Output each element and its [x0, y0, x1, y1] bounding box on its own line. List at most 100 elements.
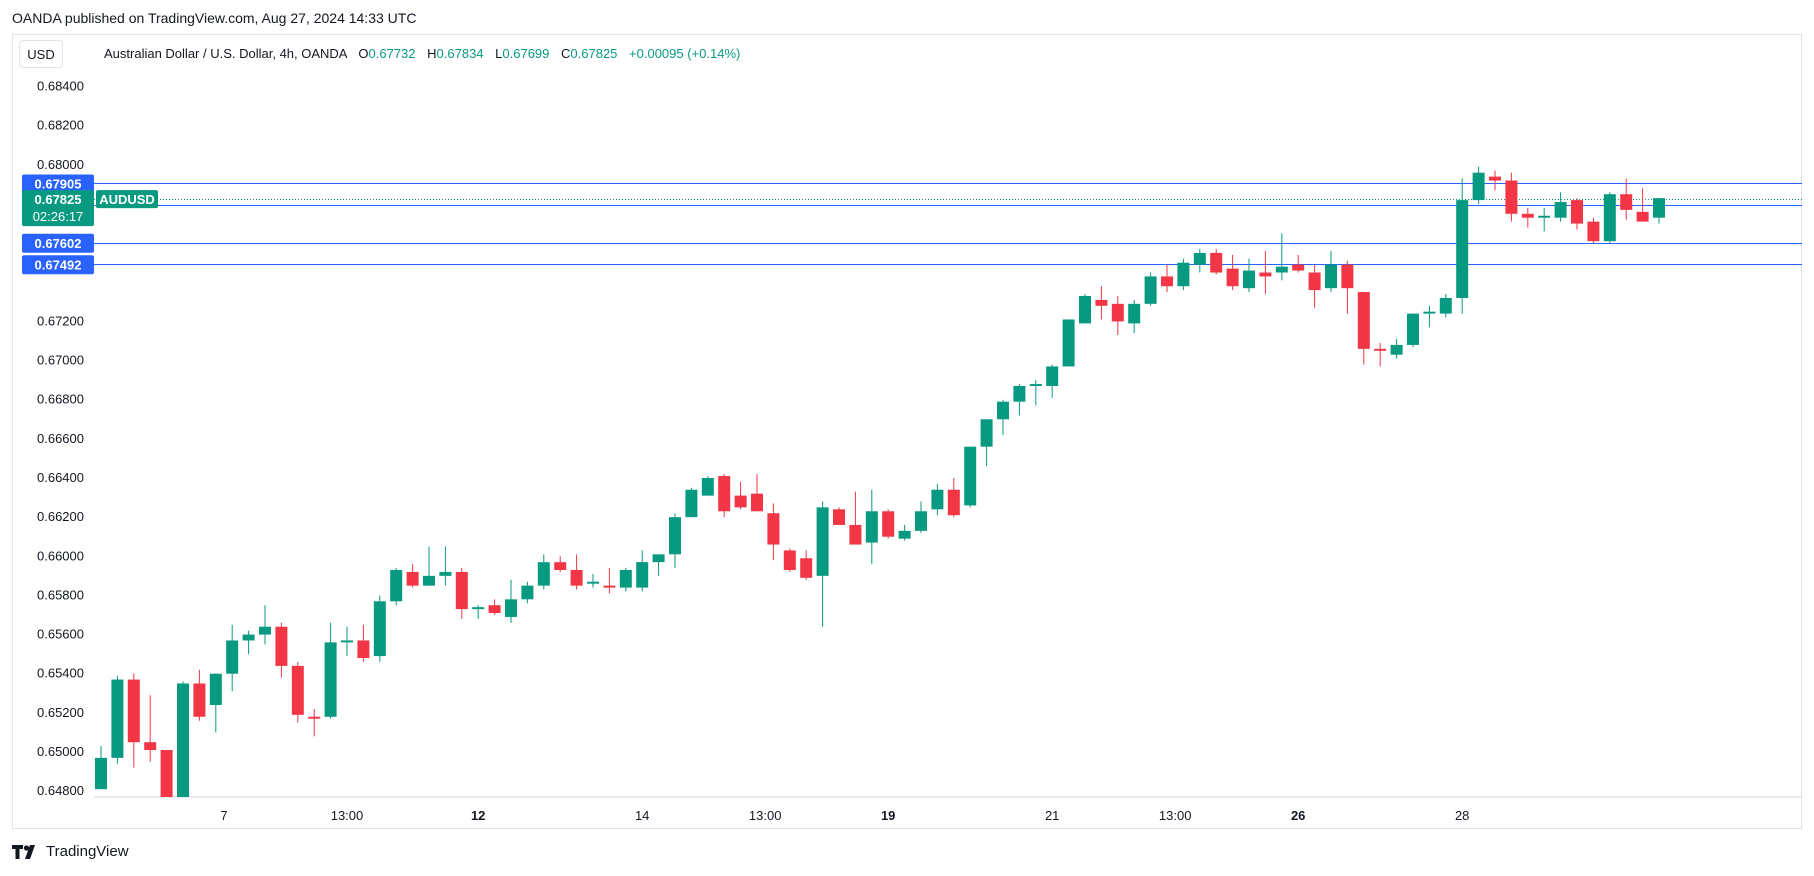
level-badge-label: 0.67905: [35, 176, 82, 191]
y-tick-label: 0.64800: [37, 783, 84, 798]
candle-body: [1013, 386, 1026, 402]
candle-body: [226, 640, 239, 674]
candle-body: [1571, 200, 1583, 224]
candle-body: [439, 571, 452, 576]
symbol-tag: [96, 190, 158, 209]
candle-body: [587, 581, 599, 584]
candle-body: [160, 750, 173, 797]
candle-body: [488, 605, 501, 614]
current-price-badge: [22, 190, 94, 227]
y-tick-label: 0.65200: [37, 705, 84, 720]
candle-body: [1423, 311, 1436, 314]
x-tick-label: 26: [1291, 808, 1305, 823]
candle-body: [718, 476, 731, 512]
y-tick-label: 0.66400: [37, 470, 84, 485]
brand-name: TradingView: [46, 843, 129, 860]
y-tick-label: 0.66000: [37, 548, 84, 563]
y-tick-label: 0.68400: [37, 79, 84, 94]
candle-body: [193, 683, 206, 717]
candle-body: [1029, 384, 1042, 387]
candle-body: [1603, 194, 1616, 242]
candle-body: [1374, 348, 1387, 351]
candle-body: [127, 679, 140, 743]
candle-body: [1193, 252, 1206, 265]
candle-body: [357, 640, 370, 659]
symbol-title: Australian Dollar / U.S. Dollar, 4h, OAN…: [104, 46, 347, 61]
candle-body: [144, 742, 157, 751]
candle-body: [1407, 313, 1419, 345]
candle-body: [177, 683, 189, 797]
candle-body: [619, 569, 632, 588]
candle-body: [341, 640, 353, 643]
candle-body: [1226, 268, 1239, 287]
candle-body: [1472, 172, 1485, 201]
y-tick-label: 0.67200: [37, 313, 84, 328]
candle-body: [1095, 299, 1108, 306]
high-value: 0.67834: [436, 46, 484, 61]
candle-body: [751, 493, 763, 512]
x-tick-label: 28: [1455, 808, 1469, 823]
candle-body: [800, 558, 813, 578]
y-tick-label: 0.65400: [37, 666, 84, 681]
candle-body: [1046, 366, 1059, 387]
candle-body: [1128, 303, 1141, 324]
candle-body: [997, 401, 1009, 420]
candle-body: [308, 716, 321, 719]
candle-body: [111, 679, 124, 758]
candle-body: [242, 634, 255, 641]
candle-body: [685, 489, 698, 518]
candle-body: [898, 530, 911, 539]
change-value: +0.00095 (+0.14%): [629, 46, 741, 61]
candle-body: [1521, 213, 1534, 218]
close-label: C: [561, 46, 571, 61]
x-tick-label: 13:00: [749, 808, 782, 823]
x-tick-label: 12: [471, 808, 485, 823]
candle-body: [849, 524, 862, 545]
level-badge: [22, 174, 94, 194]
close-value: 0.67825: [570, 46, 618, 61]
open-value: 0.67732: [368, 46, 416, 61]
candle-body: [1357, 292, 1370, 349]
candle-body: [1636, 211, 1649, 222]
candle-body: [291, 665, 304, 715]
y-tick-label: 0.65600: [37, 627, 84, 642]
candle-body: [669, 517, 681, 555]
candle-body: [1538, 215, 1551, 218]
candle-body: [636, 562, 649, 588]
tradingview-logo-icon: [12, 844, 35, 859]
candle-body: [324, 642, 337, 717]
footer-brand[interactable]: TradingView: [12, 843, 129, 860]
candle-body: [275, 626, 288, 666]
y-tick-label: 0.66600: [37, 431, 84, 446]
candle-body: [1243, 270, 1255, 289]
candle-body: [1111, 303, 1124, 322]
candle-body: [931, 489, 944, 510]
candle-body: [259, 626, 271, 635]
symbol-tag-label: AUDUSD: [99, 192, 155, 207]
current-price-label: 0.67825: [35, 192, 82, 207]
candle-body: [505, 599, 517, 617]
y-tick-label: 0.67000: [37, 353, 84, 368]
candle-body: [1259, 272, 1272, 277]
high-label: H: [427, 46, 437, 61]
candle-body: [1292, 264, 1305, 271]
candle-body: [521, 585, 534, 600]
candle-body: [1341, 264, 1354, 289]
candle-body: [603, 585, 616, 588]
candle-body: [95, 757, 107, 790]
currency-selector[interactable]: USD: [19, 40, 63, 68]
candle-body: [947, 489, 960, 516]
candle-body: [209, 673, 222, 706]
candle-body: [882, 511, 895, 537]
y-tick-label: 0.68000: [37, 157, 84, 172]
candle-body: [1144, 276, 1157, 304]
candle-body: [652, 554, 665, 563]
candle-body: [537, 562, 550, 586]
candle-body: [373, 601, 386, 657]
candle-body: [1177, 262, 1190, 287]
published-caption: OANDA published on TradingView.com, Aug …: [12, 10, 417, 26]
candle-body: [915, 511, 927, 531]
candle-body: [1390, 344, 1403, 355]
candle-body: [1210, 252, 1223, 273]
